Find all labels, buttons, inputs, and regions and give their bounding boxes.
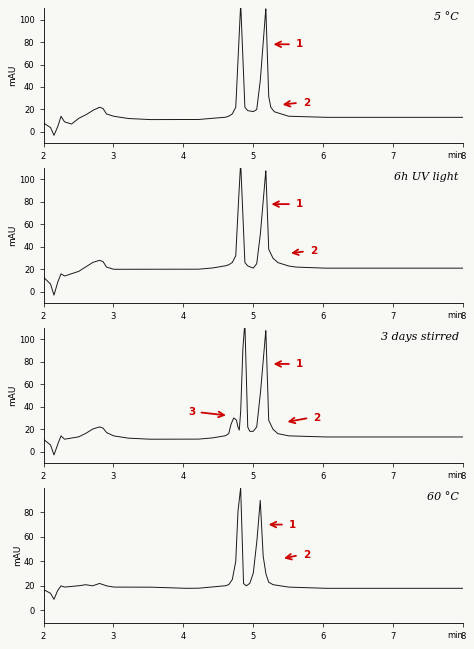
Text: 1: 1	[296, 199, 303, 209]
Text: min: min	[447, 151, 463, 160]
Text: 1: 1	[289, 520, 296, 530]
Text: min: min	[447, 471, 463, 480]
Text: 2: 2	[303, 550, 310, 560]
Text: 2: 2	[313, 413, 320, 423]
Y-axis label: mAU: mAU	[9, 385, 18, 406]
Text: 2: 2	[310, 247, 317, 256]
Text: 5 °C: 5 °C	[434, 12, 459, 22]
Text: 1: 1	[296, 40, 303, 49]
Text: 3: 3	[188, 408, 195, 417]
Text: 6h UV light: 6h UV light	[394, 172, 459, 182]
Text: 1: 1	[296, 359, 303, 369]
Text: 60 °C: 60 °C	[427, 492, 459, 502]
Text: min: min	[447, 311, 463, 320]
Text: 2: 2	[303, 98, 310, 108]
Y-axis label: mAU: mAU	[9, 65, 18, 86]
Y-axis label: mAU: mAU	[9, 225, 18, 246]
Y-axis label: mAU: mAU	[13, 545, 22, 566]
Text: 3 days stirred: 3 days stirred	[381, 332, 459, 342]
Text: min: min	[447, 631, 463, 640]
